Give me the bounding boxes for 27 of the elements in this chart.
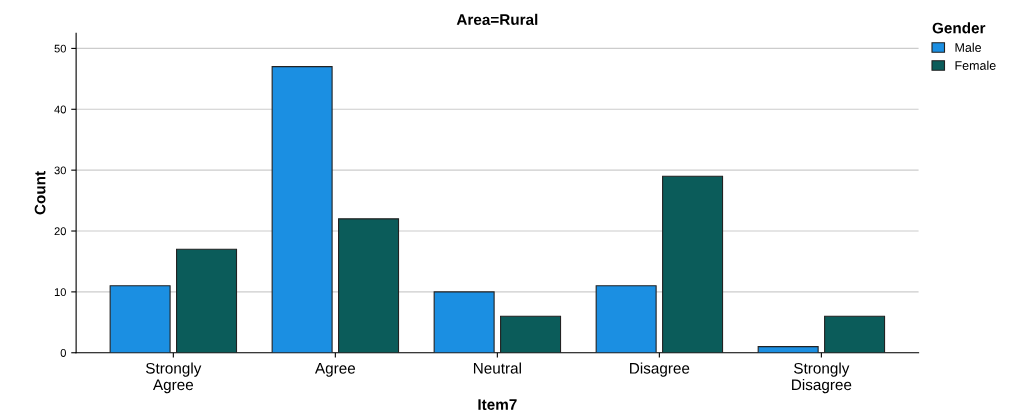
bar (662, 175, 724, 353)
bar (109, 285, 171, 353)
bar (338, 218, 400, 353)
y-axis-title: Count (34, 171, 46, 215)
bar (595, 285, 657, 353)
x-tick-label: Strongly Disagree (792, 362, 852, 394)
legend-title: Gender (932, 22, 986, 34)
bar (757, 346, 819, 353)
y-tick-label: 50 (54, 44, 66, 53)
bar (824, 315, 886, 353)
x-tick-label: Disagree (630, 362, 690, 377)
chart-title: Area=Rural (456, 13, 538, 26)
bar (176, 248, 238, 353)
x-axis-title: Item7 (478, 399, 517, 410)
y-tick-label: 40 (54, 105, 66, 114)
bar (271, 66, 333, 353)
x-tick-label: Strongly Agree (146, 362, 202, 394)
legend-label: Female (955, 60, 996, 70)
bar (500, 315, 562, 353)
legend-label: Male (955, 42, 982, 52)
x-tick-label: Agree (314, 363, 356, 377)
x-tick-label: Neutral (473, 362, 521, 374)
y-tick-label: 30 (54, 166, 66, 175)
y-tick-label: 20 (54, 227, 66, 236)
y-tick-label: 0 (60, 349, 66, 357)
bar (433, 291, 495, 353)
y-tick-label: 10 (54, 288, 66, 297)
